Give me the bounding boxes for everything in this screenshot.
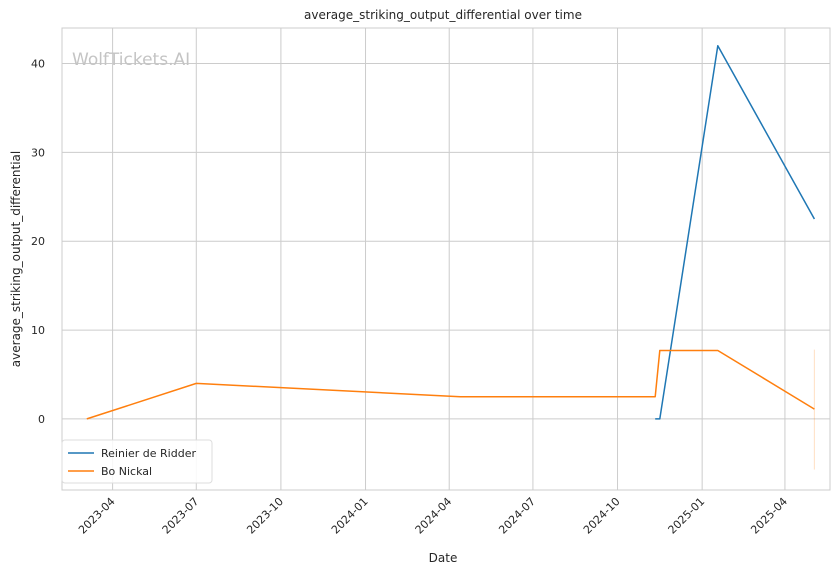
- y-axis-label: average_striking_output_differential: [9, 151, 23, 367]
- x-tick-label: 2024-04: [413, 495, 455, 537]
- chart-title: average_striking_output_differential ove…: [304, 8, 582, 22]
- x-tick-label: 2024-07: [496, 495, 538, 537]
- x-tick-label: 2023-07: [160, 495, 202, 537]
- y-tick-label: 40: [31, 58, 45, 71]
- legend: Reinier de Ridder Bo Nickal: [61, 439, 213, 484]
- watermark-text: WolfTickets.AI: [72, 50, 190, 70]
- x-tick-label: 2023-04: [76, 495, 118, 537]
- x-tick-label: 2025-04: [748, 495, 790, 537]
- x-tick-labels: 2023-04 2023-07 2023-10 2024-01 2024-04 2024-…: [76, 495, 790, 537]
- legend-label-reinier-de-ridder: Reinier de Ridder: [101, 447, 196, 460]
- x-tick-label: 2024-10: [581, 495, 623, 537]
- x-axis-label: Date: [429, 551, 458, 565]
- y-tick-labels: 0 10 20 30 40: [31, 58, 45, 426]
- x-tick-label: 2025-01: [666, 495, 708, 537]
- grid-lines: [62, 28, 830, 490]
- y-tick-label: 0: [38, 413, 45, 426]
- series-line-bo-nickal: [86, 349, 815, 420]
- y-tick-label: 20: [31, 235, 45, 248]
- x-tick-label: 2023-10: [244, 495, 286, 537]
- series-line-reinier-de-ridder: [655, 45, 816, 420]
- legend-box: [61, 439, 213, 484]
- legend-label-bo-nickal: Bo Nickal: [101, 465, 152, 478]
- series-layer: [86, 45, 816, 470]
- y-tick-label: 30: [31, 146, 45, 159]
- plot-frame: [61, 27, 831, 491]
- y-tick-label: 10: [31, 324, 45, 337]
- x-tick-label: 2024-01: [329, 495, 371, 537]
